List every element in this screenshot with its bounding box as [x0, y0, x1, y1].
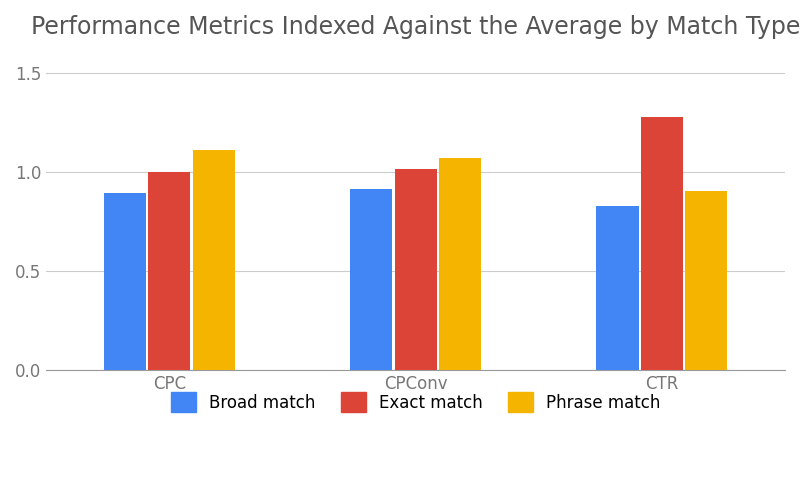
Bar: [597, 206, 638, 370]
Title: Performance Metrics Indexed Against the Average by Match Type: Performance Metrics Indexed Against the …: [31, 15, 800, 39]
Bar: [439, 158, 481, 370]
Bar: [394, 169, 437, 370]
Bar: [685, 191, 727, 370]
Bar: [104, 193, 146, 370]
Bar: [148, 172, 190, 370]
Legend: Broad match, Exact match, Phrase match: Broad match, Exact match, Phrase match: [164, 385, 667, 419]
Bar: [350, 189, 392, 370]
Bar: [641, 117, 683, 370]
Bar: [193, 150, 234, 370]
